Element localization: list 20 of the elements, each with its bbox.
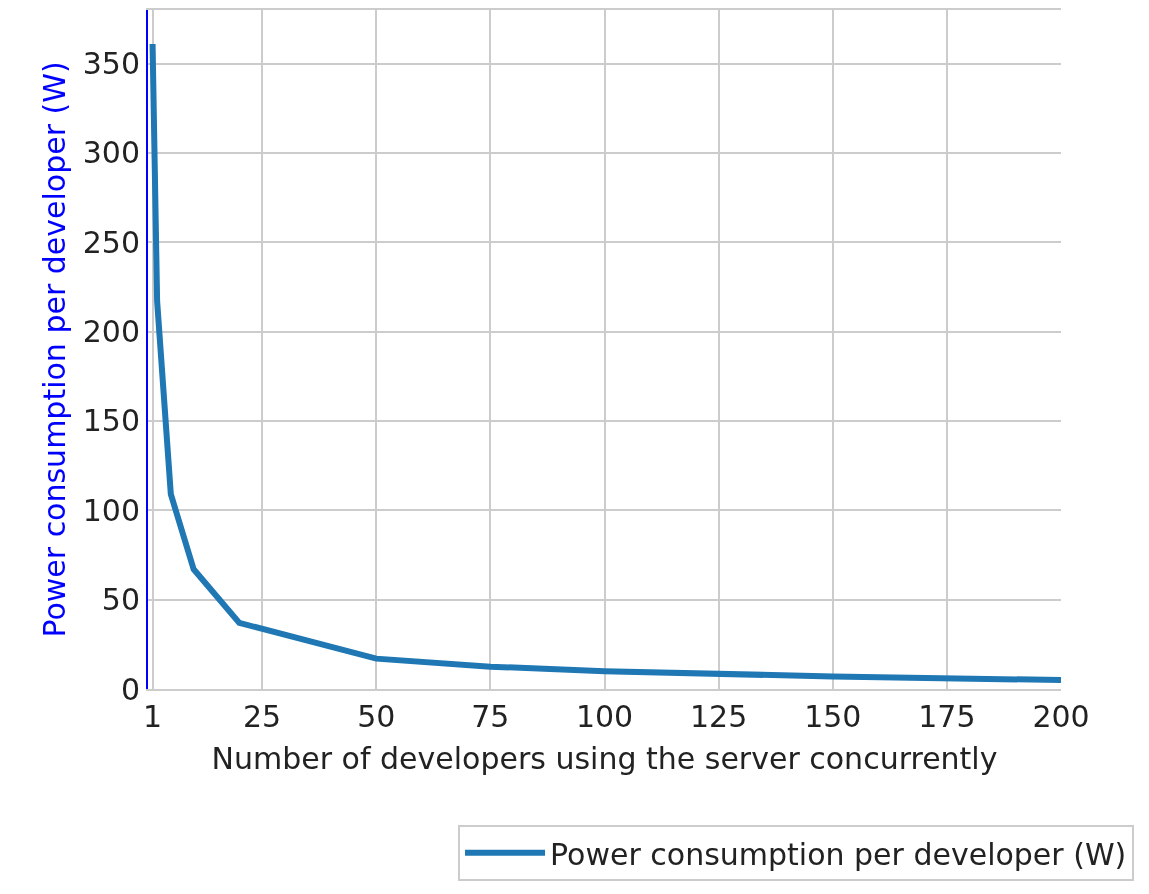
- x-tick-label: 1: [143, 699, 163, 734]
- y-tick-label: 200: [82, 314, 140, 350]
- y-tick-label: 350: [82, 46, 140, 82]
- x-tick-label: 75: [471, 699, 510, 734]
- legend-label: Power consumption per developer (W): [550, 836, 1127, 872]
- y-tick-label: 150: [82, 403, 140, 439]
- x-tick-label: 25: [243, 699, 282, 734]
- x-tick-label: 100: [575, 699, 634, 734]
- x-tick-label: 200: [1032, 699, 1090, 734]
- y-tick-label: 250: [82, 224, 140, 260]
- x-tick-label: 175: [918, 699, 976, 734]
- y-tick-label: 50: [101, 582, 140, 618]
- y-axis-title: Power consumption per developer (W): [37, 61, 73, 638]
- y-tick-label: 0: [120, 671, 140, 707]
- x-axis-title: Number of developers using the server concurrently: [211, 741, 998, 776]
- x-tick-label: 150: [804, 699, 862, 734]
- x-tick-label: 50: [357, 699, 396, 734]
- y-tick-label: 300: [82, 135, 140, 171]
- x-tick-label: 125: [690, 699, 748, 734]
- y-tick-label: 100: [82, 492, 140, 528]
